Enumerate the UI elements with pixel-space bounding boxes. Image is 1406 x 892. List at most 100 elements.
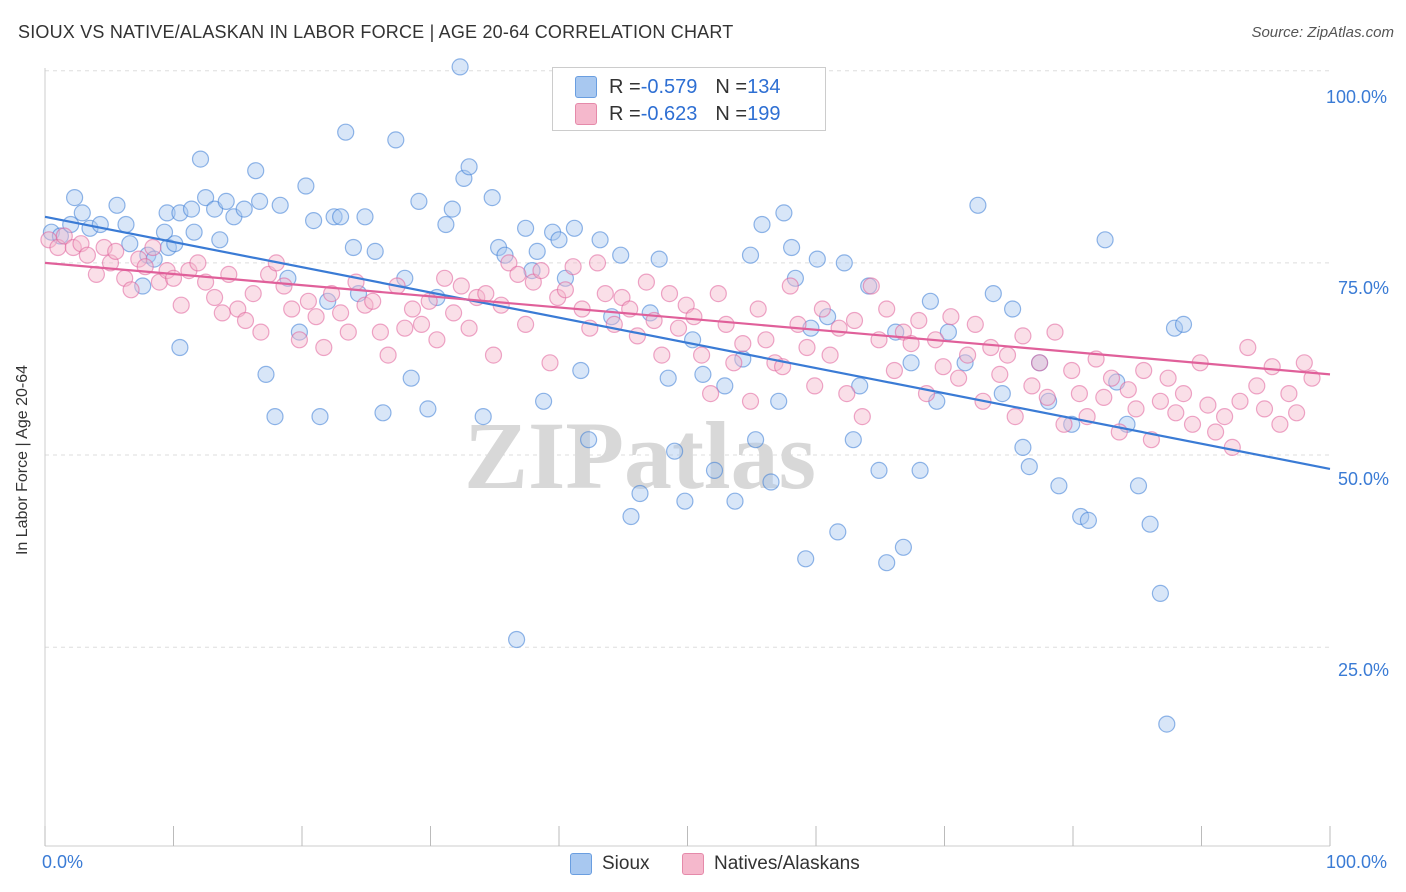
native-point — [1135, 361, 1153, 380]
y-tick-label-75: 75.0% — [1338, 278, 1390, 298]
sioux-point — [91, 215, 109, 234]
sioux-point — [716, 377, 734, 395]
native-point — [669, 319, 688, 337]
native-point — [741, 392, 760, 410]
native-point — [1183, 415, 1202, 433]
bottom-legend-swatch-natives — [682, 853, 704, 875]
sioux-point — [1020, 458, 1038, 476]
axes — [44, 68, 1331, 847]
sioux-point — [496, 246, 514, 264]
sioux-point — [705, 461, 724, 479]
sioux-point — [1165, 319, 1184, 337]
sioux-point — [460, 158, 478, 176]
native-point — [862, 277, 880, 295]
native-point — [991, 365, 1009, 383]
legend-r-label: R = — [609, 75, 641, 98]
sioux-point — [534, 392, 553, 410]
native-point — [838, 385, 856, 403]
native-point — [596, 285, 614, 303]
sioux-point — [1050, 477, 1068, 495]
sioux-point — [366, 242, 384, 260]
sioux-point — [117, 215, 135, 234]
trend-lines — [44, 215, 1331, 470]
sioux-point — [528, 242, 546, 260]
sioux-point — [516, 219, 535, 237]
sioux-point — [182, 200, 201, 218]
native-point — [1014, 327, 1032, 345]
native-point — [244, 285, 262, 303]
native-point — [1255, 400, 1274, 418]
sioux-point — [851, 377, 869, 395]
sioux-point — [753, 215, 771, 234]
native-point — [509, 265, 527, 283]
y-tick-label-25: 25.0% — [1338, 660, 1390, 680]
sioux-point — [911, 461, 929, 479]
sioux-point — [402, 369, 420, 387]
native-point — [653, 346, 671, 364]
sioux-point — [902, 354, 920, 372]
native-point — [1102, 369, 1121, 387]
native-point — [1119, 381, 1137, 399]
sioux-point — [297, 177, 315, 195]
native-point — [1159, 369, 1177, 387]
native-point — [813, 300, 832, 318]
sioux-point — [121, 235, 139, 253]
sioux-point — [1072, 507, 1090, 526]
native-point — [781, 277, 799, 295]
native-point — [709, 285, 727, 303]
native-point — [1127, 400, 1145, 418]
native-point — [798, 338, 816, 357]
sioux-point — [266, 408, 284, 426]
native-point — [1215, 408, 1234, 426]
native-point — [1263, 358, 1281, 376]
native-point — [122, 281, 140, 299]
native-point — [1151, 392, 1170, 410]
sioux-point — [191, 150, 210, 168]
native-point — [998, 346, 1017, 364]
native-point — [78, 246, 97, 264]
native-point — [1070, 385, 1089, 403]
native-point — [541, 354, 559, 372]
sioux-point — [337, 123, 355, 141]
sioux-point — [108, 196, 126, 214]
legend-row-natives: R = -0.623 N = 199 — [575, 102, 780, 126]
legend-n-label: N = — [715, 75, 748, 98]
legend-n-value: 199 — [747, 102, 781, 125]
legend-r-label: R = — [609, 102, 641, 125]
native-point — [725, 354, 743, 372]
sioux-point — [993, 385, 1011, 403]
sioux-point — [782, 238, 801, 257]
native-point — [283, 300, 301, 318]
native-point — [845, 311, 864, 330]
native-point — [564, 258, 582, 276]
native-point — [275, 277, 293, 295]
bottom-legend-swatch-sioux — [570, 853, 592, 875]
native-point — [315, 338, 333, 357]
sioux-point — [797, 550, 815, 568]
x-tick-label-max: 100.0% — [1326, 852, 1388, 872]
sioux-point — [808, 250, 826, 268]
native-point — [307, 308, 325, 326]
sioux-point — [835, 254, 853, 272]
sioux-point — [437, 215, 455, 234]
sioux-point — [410, 192, 428, 210]
native-point — [934, 358, 952, 376]
native-point — [172, 296, 190, 314]
sioux-point — [356, 208, 374, 226]
native-point — [290, 331, 308, 349]
sioux-point — [211, 231, 229, 249]
native-point — [396, 319, 414, 337]
native-point — [1287, 404, 1306, 422]
sioux-point — [659, 369, 677, 387]
bottom-legend-label-natives: Natives/Alaskans — [714, 853, 860, 874]
native-point — [588, 254, 607, 272]
sioux-point — [1141, 515, 1159, 533]
native-point — [1030, 354, 1049, 372]
watermark: ZIPatlas — [464, 402, 816, 509]
sioux-point — [217, 192, 235, 210]
x-tick-label-min: 0.0% — [42, 852, 84, 872]
sioux-point — [311, 408, 329, 426]
native-point — [206, 288, 224, 307]
sioux-point — [572, 361, 590, 380]
native-point — [1231, 392, 1249, 410]
